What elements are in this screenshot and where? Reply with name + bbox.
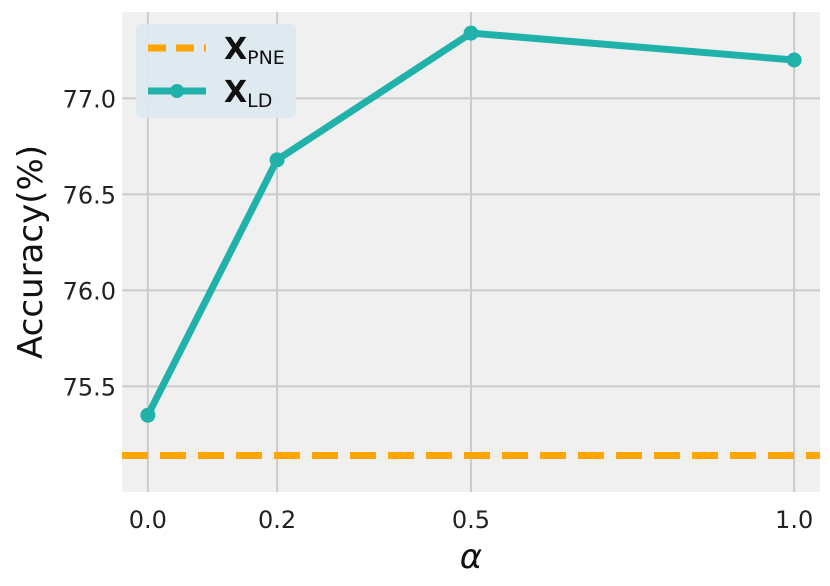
legend: XPNE XLD xyxy=(136,24,296,118)
x-tick-label: 0.0 xyxy=(129,506,167,534)
series-point xyxy=(786,52,802,68)
x-tick-label: 0.2 xyxy=(258,506,296,534)
x-axis-label: α xyxy=(460,537,482,577)
legend-series-label: XLD xyxy=(224,75,272,112)
y-axis-label: Accuracy(%) xyxy=(11,145,51,359)
series-point xyxy=(140,407,156,423)
y-tick-label: 76.5 xyxy=(63,181,116,209)
legend-baseline-label: XPNE xyxy=(224,32,285,69)
series-point xyxy=(269,152,285,168)
tick-labels: 0.0 0.2 0.5 1.0 75.5 76.0 76.5 77.0 xyxy=(63,85,814,534)
x-tick-label: 1.0 xyxy=(775,506,813,534)
series-layer xyxy=(122,25,820,460)
series-point xyxy=(463,25,479,41)
y-tick-label: 76.0 xyxy=(63,277,116,305)
y-tick-label: 75.5 xyxy=(63,373,116,401)
legend-series-marker xyxy=(170,84,184,98)
x-tick-label: 0.5 xyxy=(452,506,490,534)
series-line xyxy=(144,29,795,417)
y-tick-label: 77.0 xyxy=(63,85,116,113)
